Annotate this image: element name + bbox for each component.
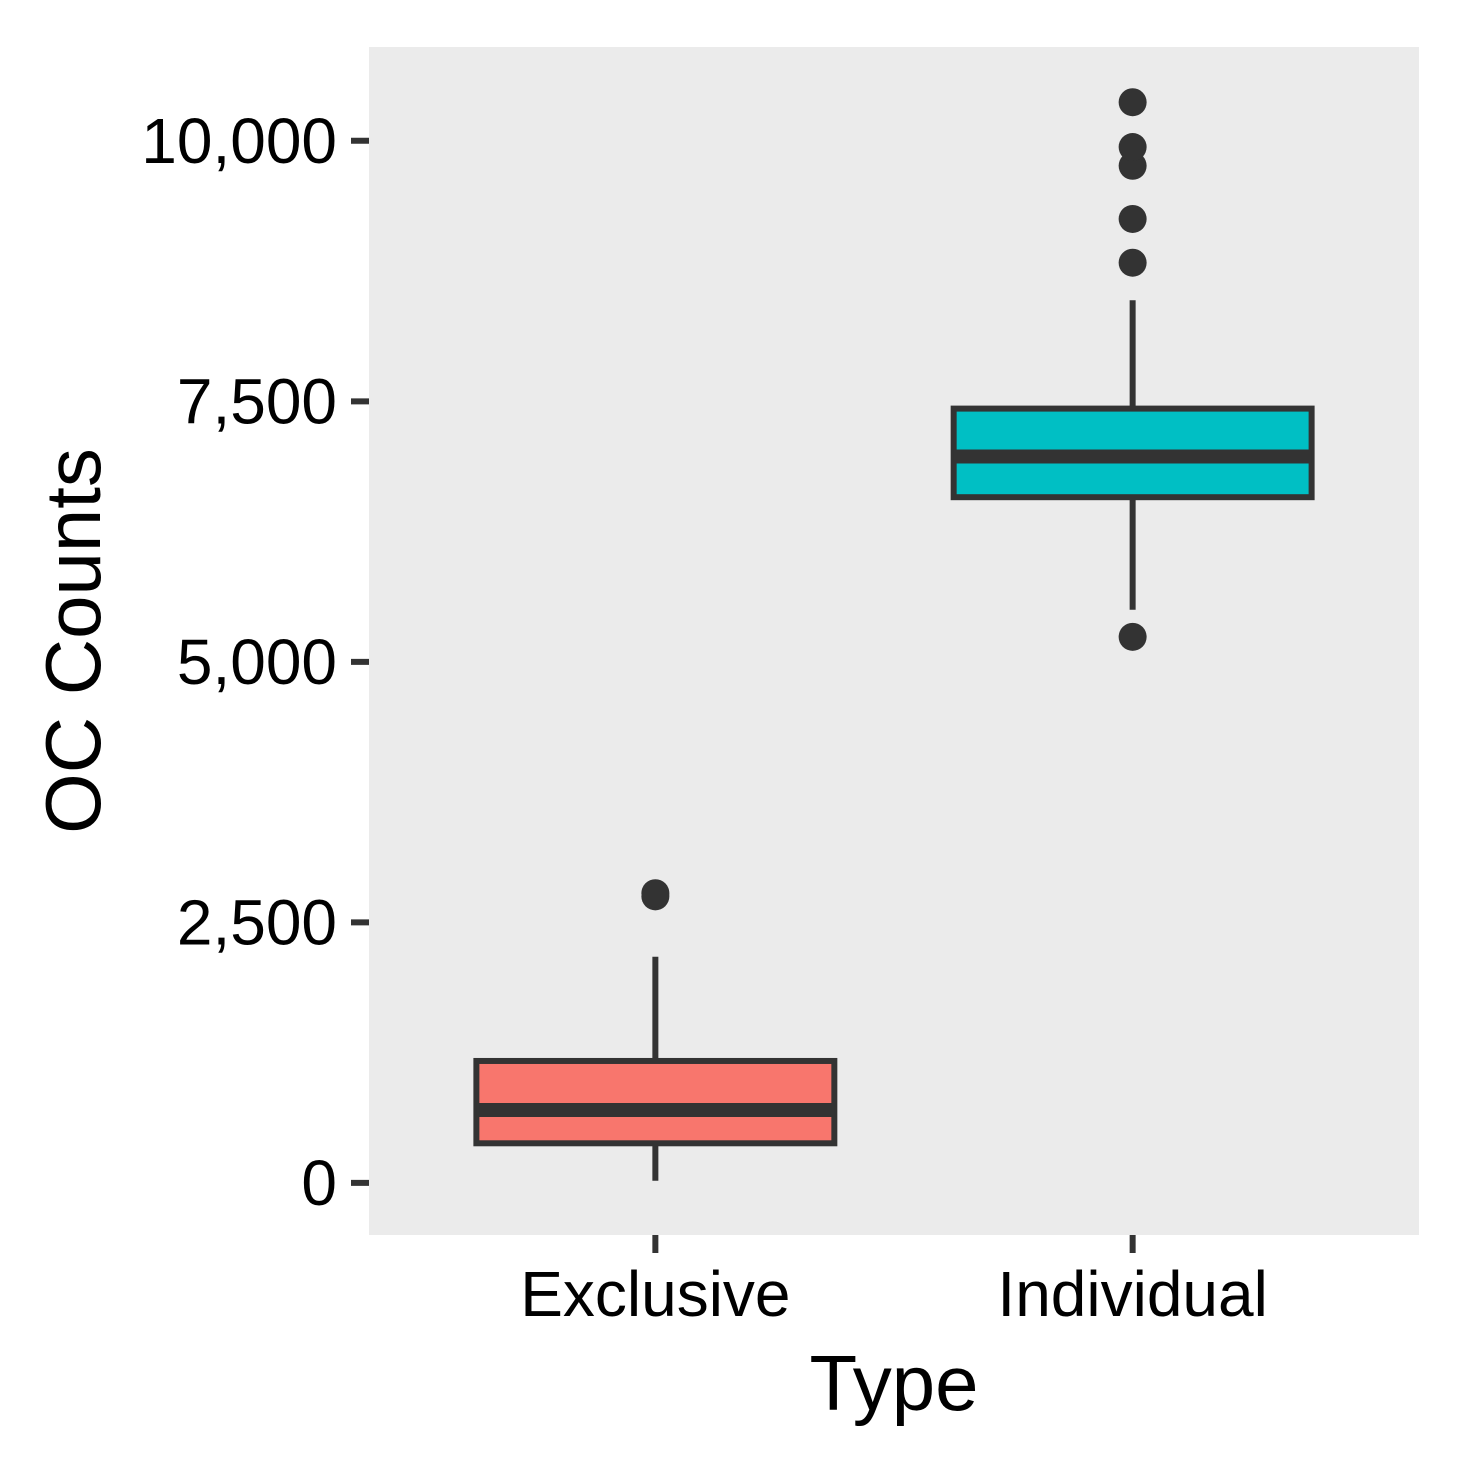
y-tick-label: 2,500 [177,886,337,958]
y-axis: 0 2,500 5,000 7,500 10,000 [141,105,369,1219]
box-body-exclusive [473,1057,838,1147]
y-tick-label: 10,000 [141,105,337,177]
outlier-point-individual [1118,88,1147,117]
box-exclusive [473,879,838,1181]
y-tick-label: 5,000 [177,626,337,698]
y-tick-label: 7,500 [177,365,337,437]
boxes [473,88,1315,1181]
y-axis-title: OC Counts [29,448,117,834]
x-axis-title: Type [809,1339,978,1427]
x-axis: Exclusive Individual [520,1235,1268,1330]
outlier-point-individual [1118,204,1147,233]
outlier-point-exclusive [641,879,670,908]
outlier-point-individual [1118,133,1147,162]
box-individual [950,88,1315,651]
plot-panel [369,47,1419,1235]
outlier-point-individual [1118,622,1147,651]
outlier-point-individual [1118,248,1147,277]
y-tick-label: 0 [301,1147,337,1219]
x-tick-label-exclusive: Exclusive [520,1258,790,1330]
x-tick-label-individual: Individual [997,1258,1267,1330]
